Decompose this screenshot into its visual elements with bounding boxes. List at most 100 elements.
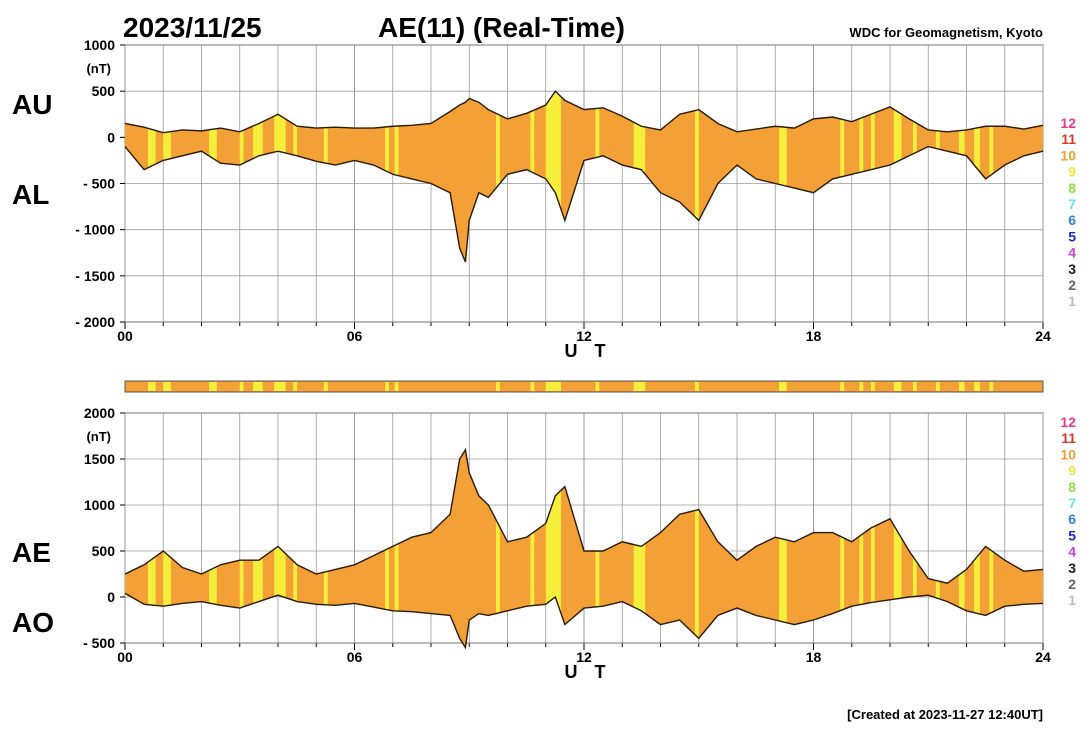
- coverage-strip-segment: [870, 382, 875, 391]
- level-legend-label: 1: [1068, 293, 1076, 309]
- coverage-strip-segment: [974, 382, 980, 391]
- y-tick-label: 1000: [84, 37, 115, 53]
- coverage-strip-segment: [545, 382, 562, 391]
- level-legend-label: 3: [1068, 261, 1076, 277]
- high-coverage-band: [859, 449, 864, 643]
- level-legend-label: 4: [1068, 245, 1076, 261]
- high-coverage-band: [779, 91, 787, 262]
- coverage-strip-segment: [595, 382, 600, 391]
- high-coverage-band: [870, 449, 875, 643]
- coverage-strip-segment: [394, 382, 399, 391]
- high-coverage-band: [779, 449, 787, 643]
- coverage-strip-segment: [253, 382, 263, 391]
- x-tick-label: 24: [1035, 649, 1051, 665]
- y-tick-label: 500: [92, 83, 116, 99]
- y-tick-label: 2000: [84, 405, 115, 421]
- coverage-strip-segment: [274, 382, 286, 391]
- source-label: WDC for Geomagnetism, Kyoto: [849, 25, 1043, 40]
- chart-title: AE(11) (Real-Time): [378, 12, 625, 43]
- level-legend-label: 4: [1068, 544, 1076, 560]
- high-coverage-band: [694, 449, 699, 643]
- range-band-fill: [125, 91, 1043, 262]
- level-legend-label: 5: [1068, 527, 1076, 543]
- level-legend-label: 2: [1068, 277, 1076, 293]
- y-tick-label: - 500: [83, 635, 115, 651]
- coverage-strip-segment: [893, 382, 902, 391]
- level-legend-label: 10: [1060, 446, 1076, 462]
- coverage-strip-segment: [530, 382, 535, 391]
- level-legend-label: 12: [1060, 115, 1076, 131]
- x-tick-label: 18: [806, 649, 822, 665]
- coverage-strip-segment: [912, 382, 917, 391]
- coverage-strip-segment: [958, 382, 965, 391]
- coverage-strip-segment: [935, 382, 940, 391]
- x-tick-label: 24: [1035, 328, 1051, 344]
- series-label-lower: AO: [12, 607, 54, 638]
- coverage-strip-segment: [633, 382, 646, 391]
- x-axis-label: U T: [565, 662, 612, 682]
- x-tick-label: 06: [347, 649, 363, 665]
- level-legend-label: 12: [1060, 414, 1076, 430]
- high-coverage-band: [694, 91, 699, 262]
- lower-series-line: [124, 145, 1044, 263]
- level-legend-label: 8: [1068, 479, 1076, 495]
- y-unit-label: (nT): [86, 61, 111, 76]
- level-legend-label: 6: [1068, 212, 1076, 228]
- coverage-strip-segment: [293, 382, 298, 391]
- coverage-strip-segment: [385, 382, 389, 391]
- y-tick-label: - 1000: [75, 222, 115, 238]
- level-legend-label: 9: [1068, 164, 1076, 180]
- y-tick-label: - 500: [83, 176, 115, 192]
- high-coverage-band: [893, 449, 902, 643]
- level-legend-label: 10: [1060, 147, 1076, 163]
- series-label-lower: AL: [12, 179, 49, 210]
- x-tick-label: 00: [117, 328, 133, 344]
- coverage-strip-segment: [989, 382, 994, 391]
- x-tick-label: 00: [117, 649, 133, 665]
- au-al-panel: 1000 500 0 - 500 - 1000 - 1500 - 2000 (nT) 00 06 1…: [12, 37, 1051, 361]
- coverage-strip-segment: [323, 382, 328, 391]
- upper-series-line: [124, 447, 1044, 584]
- coverage-strip: [124, 380, 1044, 393]
- upper-series-line: [124, 90, 1044, 134]
- x-tick-label: 12: [576, 328, 592, 344]
- series-label-upper: AE: [12, 537, 51, 568]
- created-timestamp: [Created at 2023-11-27 12:40UT]: [847, 707, 1043, 722]
- level-legend-label: 7: [1068, 495, 1076, 511]
- date-title: 2023/11/25: [123, 12, 262, 43]
- level-legend-label: 6: [1068, 511, 1076, 527]
- coverage-strip-segment: [694, 382, 699, 391]
- y-tick-label: - 1500: [75, 268, 115, 284]
- y-tick-label: 0: [107, 129, 115, 145]
- range-band-fill: [125, 449, 1043, 648]
- y-unit-label: (nT): [86, 429, 111, 444]
- y-tick-label: 1500: [84, 451, 115, 467]
- y-tick-label: 500: [92, 543, 116, 559]
- level-legend-label: 7: [1068, 196, 1076, 212]
- coverage-strip-segment: [239, 382, 244, 391]
- x-tick-label: 12: [576, 649, 592, 665]
- ae-ao-panel: 2000 1500 1000 500 0 - 500 (nT) 00 06 12 18 24 U T AE…: [12, 405, 1051, 682]
- high-coverage-band: [394, 449, 399, 643]
- high-coverage-band: [530, 449, 535, 643]
- x-tick-label: 06: [347, 328, 363, 344]
- level-legend-label: 8: [1068, 180, 1076, 196]
- coverage-strip-segment: [147, 382, 156, 391]
- high-coverage-band: [840, 449, 845, 643]
- high-coverage-band: [496, 449, 500, 643]
- x-axis-label: U T: [565, 341, 612, 361]
- high-coverage-band: [496, 91, 500, 262]
- level-legend-label: 9: [1068, 463, 1076, 479]
- level-legend-label: 11: [1061, 430, 1076, 446]
- coverage-strip-segment: [779, 382, 787, 391]
- coverage-strip-segment: [496, 382, 500, 391]
- level-legend-label: 1: [1068, 592, 1076, 608]
- level-legend-label: 5: [1068, 228, 1076, 244]
- y-tick-label: - 2000: [75, 314, 115, 330]
- lower-series-line: [124, 592, 1044, 650]
- y-tick-label: 1000: [84, 497, 115, 513]
- level-legend-label: 3: [1068, 560, 1076, 576]
- level-legend-label: 2: [1068, 576, 1076, 592]
